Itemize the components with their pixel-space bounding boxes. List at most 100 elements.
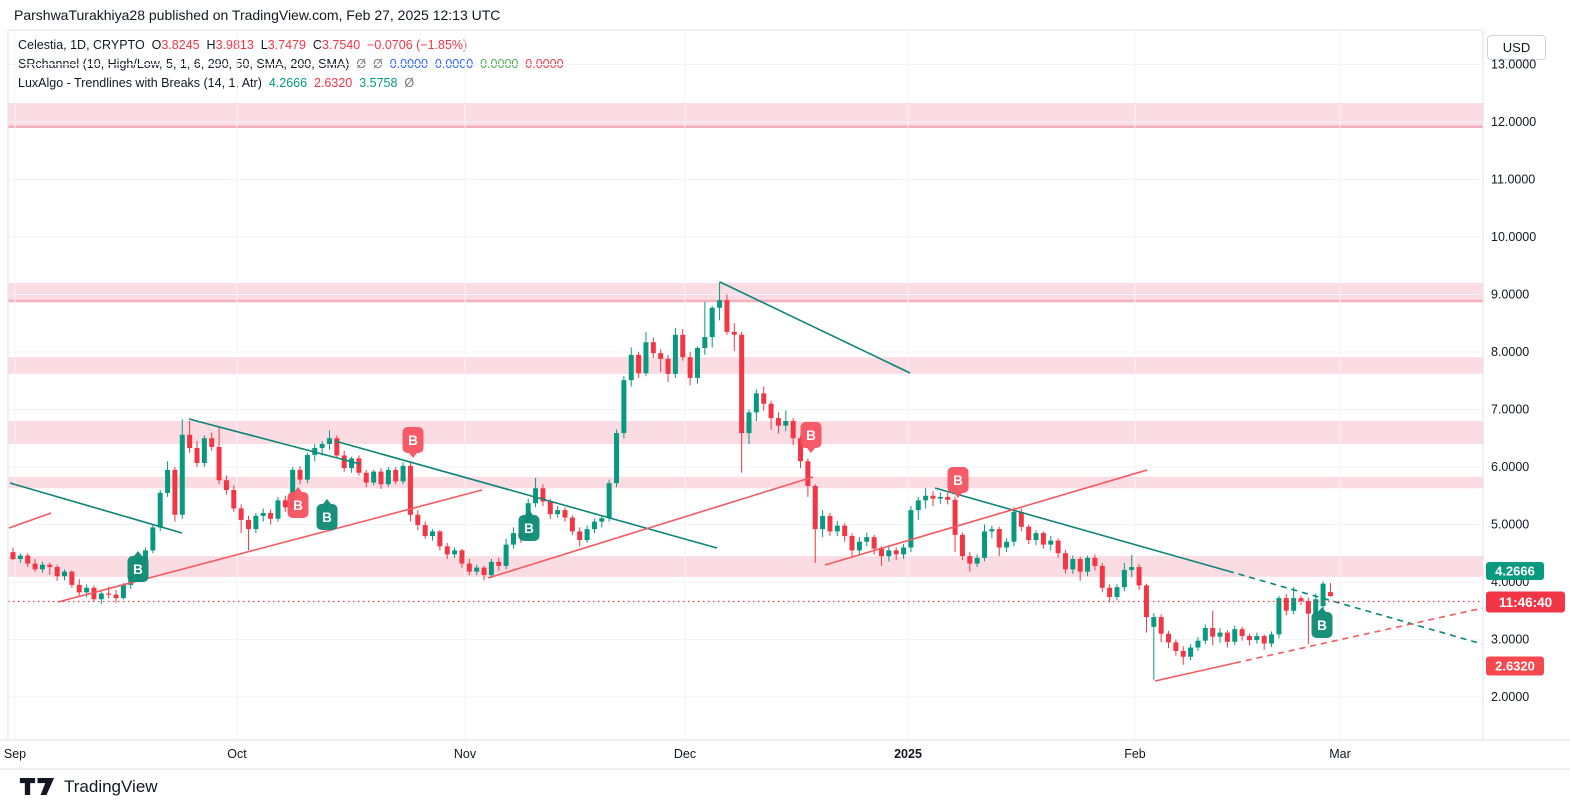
candle-up — [17, 555, 23, 559]
candle-up — [165, 469, 171, 493]
svg-text:B: B — [953, 473, 963, 488]
published-chart-title: ParshwaTurakhiya28 published on TradingV… — [14, 7, 501, 23]
candle-down — [878, 548, 884, 557]
supply-zone — [8, 556, 1483, 577]
candle-up — [606, 483, 612, 519]
teal-trendline[interactable] — [188, 418, 361, 465]
red-trendline[interactable] — [8, 512, 52, 529]
currency-usd-button[interactable]: USD — [1487, 35, 1546, 60]
price-tick-label: 3.0000 — [1491, 633, 1529, 647]
legend-symbol-row[interactable]: Celestia, 1D, CRYPTO O3.8245 H3.9813 L3.… — [18, 36, 564, 55]
candle-up — [783, 421, 789, 426]
projected-teal-trendline[interactable] — [1227, 570, 1483, 645]
candle-up — [150, 527, 156, 551]
tradingview-logo[interactable]: TradingView — [18, 776, 158, 797]
red-trendline[interactable] — [57, 489, 483, 603]
candle-down — [842, 525, 848, 536]
break-label-teal: B — [518, 510, 540, 541]
candle-up — [430, 531, 436, 536]
candle-down — [246, 519, 252, 530]
candle-down — [893, 550, 899, 555]
candle-down — [1166, 633, 1172, 643]
candle-down — [496, 561, 502, 566]
time-tick-label: Sep — [4, 747, 26, 761]
legend-luxalgo-row[interactable]: LuxAlgo - Trendlines with Breaks (14, 1,… — [18, 74, 564, 93]
candle-up — [643, 342, 649, 374]
red-trendline[interactable] — [1154, 662, 1236, 682]
candle-up — [1011, 511, 1017, 542]
candle-down — [209, 438, 215, 447]
candle-down — [687, 357, 693, 378]
candle-down — [665, 358, 671, 374]
projected-red-trendline[interactable] — [1234, 607, 1484, 664]
candle-down — [297, 469, 303, 480]
candle-up — [1254, 636, 1260, 641]
candle-up — [555, 510, 561, 515]
candle-down — [1136, 567, 1142, 586]
candle-up — [672, 334, 678, 374]
candle-up — [1070, 559, 1076, 570]
candle-down — [113, 594, 119, 599]
candle-up — [599, 518, 605, 522]
candle-down — [341, 455, 347, 469]
candle-down — [25, 555, 31, 564]
red-trendline[interactable] — [487, 476, 814, 579]
candle-up — [1085, 557, 1091, 572]
legend-value: 3.5758 — [359, 76, 405, 90]
candle-down — [187, 434, 193, 449]
candle-down — [268, 513, 274, 519]
break-label-red: B — [800, 422, 822, 453]
candle-up — [201, 438, 207, 463]
candle-up — [1276, 598, 1282, 635]
candle-up — [253, 515, 259, 530]
candle-down — [790, 421, 796, 439]
price-axis-badges: 4.2666 11:46:40 2.6320 — [1486, 562, 1565, 676]
candle-down — [967, 556, 973, 564]
teal-trendline[interactable] — [334, 440, 718, 549]
candle-up — [753, 393, 759, 413]
candle-up — [142, 550, 148, 559]
price-tick-label: 8.0000 — [1491, 345, 1529, 359]
teal-trendline[interactable] — [719, 281, 911, 374]
candle-down — [238, 508, 244, 520]
candle-down — [334, 438, 340, 456]
candle-up — [1048, 540, 1054, 545]
time-axis[interactable]: Sep Oct Nov Dec 2025 Feb Mar — [4, 747, 1351, 761]
candle-down — [1077, 559, 1083, 572]
red-trendline[interactable] — [824, 469, 1148, 566]
price-tick-label: 5.0000 — [1491, 518, 1529, 532]
candle-down — [1055, 540, 1061, 554]
candle-up — [1121, 569, 1127, 588]
candle-down — [1305, 600, 1311, 614]
candle-down — [407, 465, 413, 515]
candle-down — [216, 446, 222, 481]
price-tick-label: 10.0000 — [1491, 230, 1536, 244]
teal-trendline[interactable] — [9, 482, 183, 534]
candle-down — [459, 550, 465, 564]
candle-down — [1018, 511, 1024, 527]
tradingview-logo-icon — [19, 777, 55, 796]
price-axis[interactable]: 13.0000 12.0000 11.0000 10.0000 9.0000 8.0000… — [1491, 58, 1536, 705]
candle-down — [827, 515, 833, 532]
candle-up — [1320, 583, 1326, 607]
time-tick-label: Mar — [1329, 747, 1351, 761]
candle-up — [923, 495, 929, 501]
candle-down — [1040, 533, 1046, 545]
teal-trendline[interactable] — [934, 487, 1229, 572]
candle-down — [768, 403, 774, 419]
candle-down — [569, 517, 575, 532]
candle-up — [179, 434, 185, 515]
candle-up — [901, 547, 907, 555]
candle-down — [805, 461, 811, 486]
break-label-teal: B — [127, 551, 149, 582]
candle-down — [69, 571, 75, 585]
candle-up — [1291, 598, 1297, 611]
candle-up — [326, 438, 332, 444]
candle-up — [1004, 541, 1010, 548]
candle-down — [481, 567, 487, 576]
candle-up — [746, 412, 752, 434]
supply-zone — [8, 357, 1483, 374]
supply-zone — [8, 476, 1483, 489]
candle-up — [474, 567, 480, 572]
